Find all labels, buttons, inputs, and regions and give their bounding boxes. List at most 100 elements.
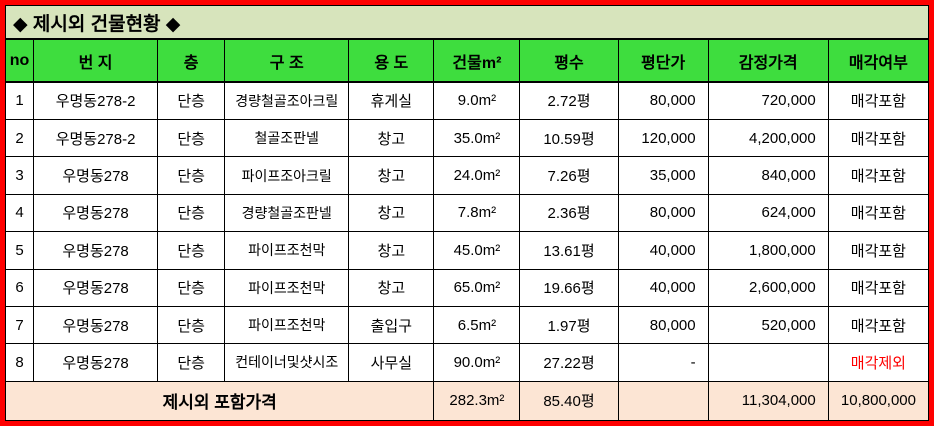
- cell-sale-status: 매각포함: [827, 268, 930, 307]
- cell-structure: 파이프조천막: [224, 305, 350, 345]
- cell-appraisal: [707, 343, 829, 382]
- table-row: 8 우명동278 단층 컨테이너및샷시조 사무실 90.0m² 27.22평 -…: [4, 343, 930, 382]
- cell-structure: 컨테이너및샷시조: [224, 343, 350, 382]
- table-row: 6 우명동278 단층 파이프조천막 창고 65.0m² 19.66평 40,0…: [4, 268, 930, 307]
- cell-area: 35.0m²: [433, 119, 521, 158]
- cell-no: 3: [4, 156, 35, 195]
- cell-area: 90.0m²: [433, 343, 521, 382]
- cell-no: 2: [4, 119, 35, 158]
- cell-appraisal: 520,000: [707, 305, 829, 345]
- cell-sale-status: 매각포함: [827, 119, 930, 158]
- cell-pyeong: 13.61평: [519, 231, 619, 270]
- cell-area: 45.0m²: [433, 231, 521, 270]
- cell-area: 7.8m²: [433, 193, 521, 233]
- table-row: 7 우명동278 단층 파이프조천막 출입구 6.5m² 1.97평 80,00…: [4, 305, 930, 345]
- cell-use: 사무실: [348, 343, 435, 382]
- cell-area: 24.0m²: [433, 156, 521, 195]
- cell-pyeong: 10.59평: [519, 119, 619, 158]
- cell-floor: 단층: [157, 119, 226, 158]
- cell-appraisal: 1,800,000: [707, 231, 829, 270]
- cell-pyeong: 27.22평: [519, 343, 619, 382]
- footer-row: 제시외 포함가격 282.3m² 85.40평 11,304,000 10,80…: [4, 380, 930, 422]
- cell-floor: 단층: [157, 156, 226, 195]
- table-row: 5 우명동278 단층 파이프조천막 창고 45.0m² 13.61평 40,0…: [4, 231, 930, 270]
- cell-unit-price: 40,000: [617, 268, 709, 307]
- cell-use: 휴게실: [348, 81, 435, 121]
- cell-address: 우명동278: [33, 231, 159, 270]
- col-header-pyeong: 평수: [519, 38, 619, 83]
- cell-use: 창고: [348, 119, 435, 158]
- table-row: 1 우명동278-2 단층 경량철골조아크릴 휴게실 9.0m² 2.72평 8…: [4, 81, 930, 121]
- cell-appraisal: 840,000: [707, 156, 829, 195]
- col-header-address: 번 지: [33, 38, 159, 83]
- table-row: 4 우명동278 단층 경량철골조판넬 창고 7.8m² 2.36평 80,00…: [4, 193, 930, 233]
- cell-structure: 파이프조천막: [224, 231, 350, 270]
- col-header-unit-price: 평단가: [617, 38, 709, 83]
- cell-unit-price: 80,000: [617, 81, 709, 121]
- cell-floor: 단층: [157, 268, 226, 307]
- cell-unit-price: -: [617, 343, 709, 382]
- col-header-structure: 구 조: [224, 38, 350, 83]
- footer-total-pyeong: 85.40평: [519, 380, 619, 422]
- cell-unit-price: 80,000: [617, 305, 709, 345]
- cell-unit-price: 35,000: [617, 156, 709, 195]
- cell-use: 창고: [348, 231, 435, 270]
- col-header-use: 용 도: [348, 38, 435, 83]
- cell-no: 6: [4, 268, 35, 307]
- cell-pyeong: 1.97평: [519, 305, 619, 345]
- col-header-area: 건물m²: [433, 38, 521, 83]
- cell-sale-status: 매각포함: [827, 231, 930, 270]
- cell-appraisal: 4,200,000: [707, 119, 829, 158]
- cell-sale-status: 매각포함: [827, 156, 930, 195]
- footer-total-appraisal: 11,304,000: [707, 380, 829, 422]
- cell-floor: 단층: [157, 193, 226, 233]
- cell-unit-price: 80,000: [617, 193, 709, 233]
- col-header-floor: 층: [157, 38, 226, 83]
- cell-area: 6.5m²: [433, 305, 521, 345]
- cell-structure: 경량철골조아크릴: [224, 81, 350, 121]
- cell-no: 5: [4, 231, 35, 270]
- cell-use: 출입구: [348, 305, 435, 345]
- footer-unit-price: [617, 380, 709, 422]
- cell-floor: 단층: [157, 81, 226, 121]
- footer-label: 제시외 포함가격: [4, 380, 435, 422]
- col-header-sale: 매각여부: [827, 38, 930, 83]
- cell-no: 1: [4, 81, 35, 121]
- cell-appraisal: 720,000: [707, 81, 829, 121]
- cell-address: 우명동278: [33, 343, 159, 382]
- cell-sale-status: 매각포함: [827, 193, 930, 233]
- cell-use: 창고: [348, 268, 435, 307]
- cell-address: 우명동278: [33, 193, 159, 233]
- cell-floor: 단층: [157, 343, 226, 382]
- cell-use: 창고: [348, 156, 435, 195]
- footer-total-area: 282.3m²: [433, 380, 521, 422]
- cell-sale-status: 매각제외: [827, 343, 930, 382]
- page-title: ◆ 제시외 건물현황 ◆: [5, 5, 929, 41]
- title-row: ◆ 제시외 건물현황 ◆: [5, 5, 929, 41]
- cell-pyeong: 7.26평: [519, 156, 619, 195]
- footer-total-sale-price: 10,800,000: [827, 380, 930, 422]
- cell-pyeong: 2.36평: [519, 193, 619, 233]
- cell-no: 7: [4, 305, 35, 345]
- cell-appraisal: 624,000: [707, 193, 829, 233]
- cell-address: 우명동278-2: [33, 81, 159, 121]
- cell-address: 우명동278: [33, 305, 159, 345]
- header-row: no 번 지 층 구 조 용 도 건물m² 평수 평단가 감정가격 매각여부: [4, 38, 930, 83]
- cell-structure: 철골조판넬: [224, 119, 350, 158]
- table-row: 3 우명동278 단층 파이프조아크릴 창고 24.0m² 7.26평 35,0…: [4, 156, 930, 195]
- cell-address: 우명동278: [33, 268, 159, 307]
- cell-area: 65.0m²: [433, 268, 521, 307]
- cell-area: 9.0m²: [433, 81, 521, 121]
- cell-pyeong: 19.66평: [519, 268, 619, 307]
- cell-unit-price: 120,000: [617, 119, 709, 158]
- cell-appraisal: 2,600,000: [707, 268, 829, 307]
- cell-structure: 경량철골조판넬: [224, 193, 350, 233]
- col-header-no: no: [4, 38, 35, 83]
- cell-structure: 파이프조천막: [224, 268, 350, 307]
- cell-sale-status: 매각포함: [827, 305, 930, 345]
- cell-sale-status: 매각포함: [827, 81, 930, 121]
- table-row: 2 우명동278-2 단층 철골조판넬 창고 35.0m² 10.59평 120…: [4, 119, 930, 158]
- building-table: ◆ 제시외 건물현황 ◆ no 번 지 층 구 조 용 도 건물m² 평수 평단…: [4, 5, 930, 422]
- col-header-appraisal: 감정가격: [707, 38, 829, 83]
